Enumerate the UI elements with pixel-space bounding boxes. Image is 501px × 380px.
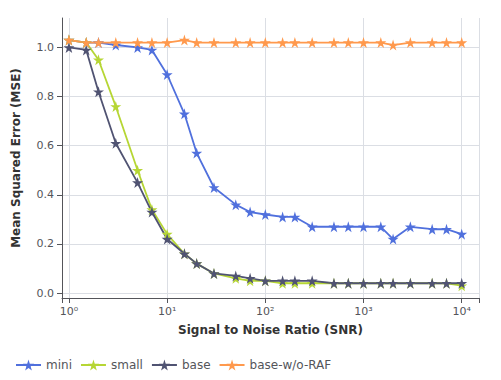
svg-text:1.0: 1.0 [37,41,55,54]
svg-text:10⁰: 10⁰ [60,305,79,318]
svg-text:10⁴: 10⁴ [452,305,471,318]
svg-text:mini: mini [46,358,72,372]
svg-text:Signal to Noise Ratio (SNR): Signal to Noise Ratio (SNR) [178,323,363,337]
svg-text:0.6: 0.6 [37,139,55,152]
svg-text:0.0: 0.0 [37,287,55,300]
svg-text:10¹: 10¹ [158,305,176,318]
svg-text:base-w/o-RAF: base-w/o-RAF [250,358,332,372]
svg-text:base: base [182,358,211,372]
svg-text:10²: 10² [256,305,274,318]
svg-text:0.4: 0.4 [37,188,55,201]
svg-text:10³: 10³ [354,305,372,318]
svg-text:0.8: 0.8 [37,90,55,103]
svg-text:Mean Squared Error (MSE): Mean Squared Error (MSE) [9,68,23,248]
svg-text:small: small [111,358,143,372]
svg-text:0.2: 0.2 [37,237,55,250]
